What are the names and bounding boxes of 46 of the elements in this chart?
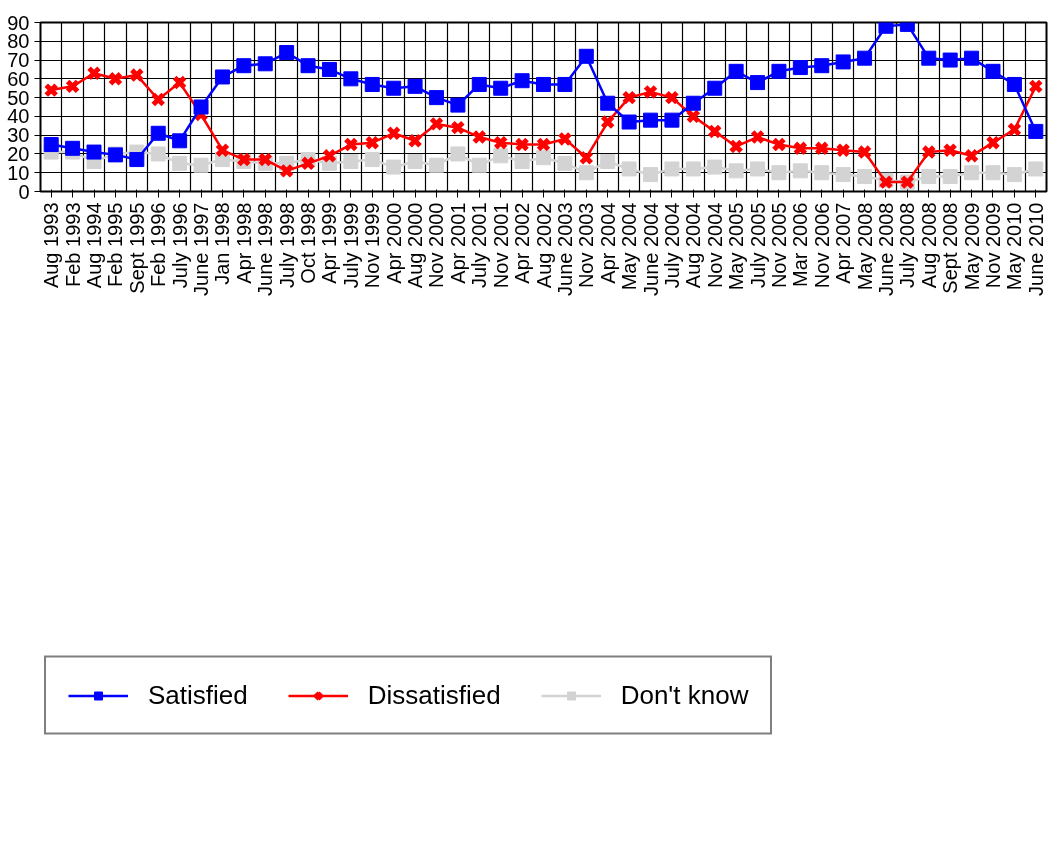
- x-tick-label: July 2004: [660, 202, 683, 289]
- legend-label: Dissatisfied: [367, 679, 501, 711]
- x-tick-label: Jan 1998: [211, 202, 234, 285]
- x-tick-label: July 2008: [896, 202, 919, 289]
- x-tick-label: Apr 1998: [232, 202, 255, 284]
- x-tick-label: July 1998: [275, 202, 298, 289]
- x-tick-label: June 2004: [639, 202, 662, 296]
- x-tick-label: Apr 2002: [511, 202, 534, 284]
- x-tick-label: May 2010: [1003, 202, 1026, 291]
- x-tick-label: Aug 2004: [682, 202, 705, 289]
- legend-label: Satisfied: [148, 679, 248, 711]
- x-tick-label: Nov 2000: [425, 202, 448, 289]
- x-tick-label: Nov 1999: [361, 202, 384, 289]
- x-tick-label: June 1997: [190, 202, 213, 296]
- x-tick-label: Apr 1999: [318, 202, 341, 284]
- x-tick-label: Nov 2003: [575, 202, 598, 289]
- x-tick-label: Nov 2004: [703, 202, 726, 289]
- x-tick-label: May 2008: [853, 202, 876, 291]
- x-tick-label: Apr 2004: [596, 202, 619, 284]
- x-tick-label: July 1996: [168, 202, 191, 289]
- x-tick-label: May 2009: [960, 202, 983, 291]
- x-tick-label: June 1998: [254, 202, 277, 296]
- legend-label: Don't know: [620, 679, 749, 711]
- x-tick-label: Sept 1995: [125, 202, 148, 294]
- x-tick-label: Aug 2000: [404, 202, 427, 289]
- x-tick-label: July 2005: [746, 202, 769, 289]
- x-tick-label: Aug 2002: [532, 202, 555, 289]
- x-tick-label: Apr 2001: [446, 202, 469, 284]
- x-tick-label: July 1999: [339, 202, 362, 289]
- x-tick-label: Apr 2000: [382, 202, 405, 284]
- x-tick-label: Nov 2006: [810, 202, 833, 289]
- x-tick-label: Feb 1995: [104, 202, 127, 288]
- x-tick-label: Mar 2006: [789, 202, 812, 287]
- x-tick-label: June 2010: [1024, 202, 1047, 296]
- x-tick-label: May 2005: [725, 202, 748, 291]
- x-tick-label: Aug 2008: [917, 202, 940, 289]
- x-tick-label: Feb 1996: [147, 202, 170, 288]
- x-tick-label: Nov 2001: [489, 202, 512, 289]
- x-tick-label: July 2001: [468, 202, 491, 289]
- x-tick-label: Feb 1993: [61, 202, 84, 288]
- x-tick-label: Sept 2008: [939, 202, 962, 294]
- x-tick-label: Apr 2007: [832, 202, 855, 284]
- x-tick-label: May 2004: [618, 202, 641, 291]
- x-tick-label: Oct 1998: [297, 202, 320, 284]
- x-tick-label: Aug 1993: [40, 202, 63, 289]
- x-tick-label: Aug 1994: [83, 202, 106, 289]
